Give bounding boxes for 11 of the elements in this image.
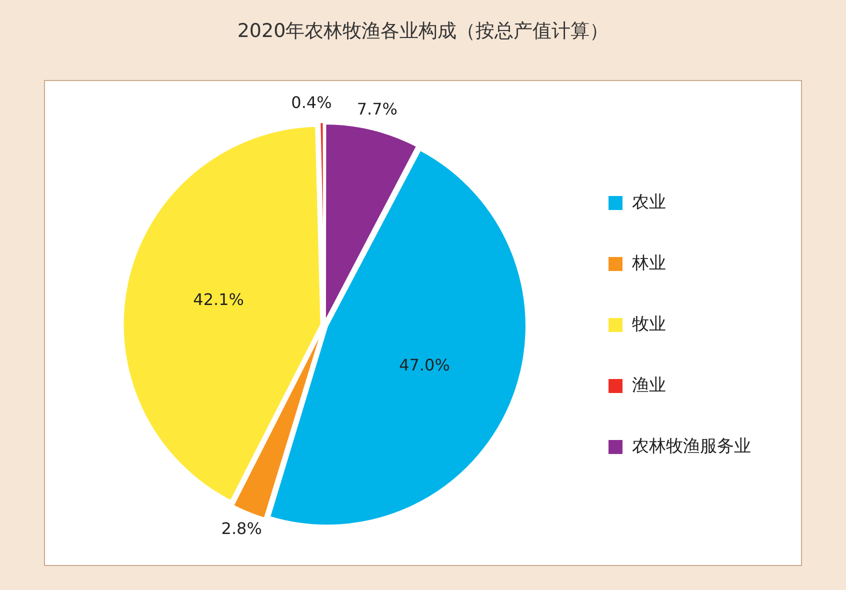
- legend-label: 农业: [632, 192, 666, 212]
- data-label: 47.0%: [399, 355, 450, 374]
- legend-label: 农林牧渔服务业: [632, 436, 751, 456]
- legend-label: 牧业: [632, 314, 666, 334]
- data-label: 7.7%: [356, 100, 398, 119]
- legend-label: 林业: [631, 253, 666, 274]
- data-label: 0.4%: [291, 93, 332, 112]
- legend-label: 渔业: [632, 375, 666, 396]
- data-label: 42.1%: [193, 290, 244, 310]
- data-label: 2.8%: [221, 519, 262, 538]
- chart-title: 2020年农林牧渔各业构成（按总产值计算）: [236, 19, 610, 44]
